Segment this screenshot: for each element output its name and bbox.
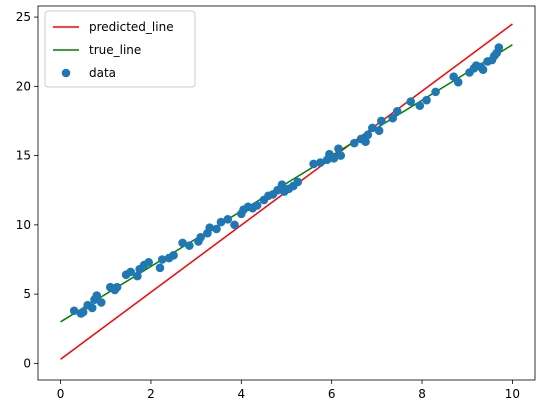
data-point [277,180,287,189]
data-point [178,238,187,248]
x-axis-ticks: 0 2 4 6 8 10 [57,380,520,401]
x-tick-label: 4 [237,387,245,401]
y-tick-label: 15 [16,149,31,163]
x-tick-label: 6 [328,387,336,401]
data-point [329,154,339,163]
data-point [368,123,377,133]
y-tick-label: 25 [16,10,31,24]
data-point [78,307,88,317]
data-point [69,306,79,316]
data-point [377,116,386,126]
data-point [205,223,214,232]
data-point [196,233,205,242]
data-point [334,144,343,153]
data-point [453,77,463,87]
data-point [431,87,440,97]
data-point [494,43,504,52]
legend-label-data: data [89,66,116,80]
x-tick-label: 2 [147,387,155,401]
data-point [155,263,165,273]
data-point [406,97,416,106]
data-point [212,224,221,234]
data-point [169,251,178,260]
data-point [388,113,397,123]
data-point [336,151,346,160]
y-tick-label: 10 [16,218,31,232]
x-tick-label: 0 [57,387,65,401]
legend-box [44,10,196,88]
data-point [133,271,142,281]
data-point [316,158,325,167]
data-point [185,241,194,250]
data-point [87,303,97,313]
legend-label-predicted-line: predicted_line [89,20,174,34]
data-point [422,95,431,105]
data-point [230,220,239,230]
data-point [223,215,233,224]
data-point [363,130,373,140]
data-point [96,298,106,307]
data-point [293,177,303,187]
y-tick-label: 20 [16,79,31,93]
data-point [92,291,102,300]
x-tick-label: 10 [505,387,520,401]
data-point [374,126,384,135]
legend-swatch-data [61,68,71,78]
data-point [157,255,167,264]
data-point [216,217,226,227]
data-point [112,282,122,292]
data-point [309,159,318,169]
data-point [252,201,262,210]
data-point [126,267,135,277]
data-point [415,101,425,111]
y-tick-label: 5 [23,287,31,301]
plot-frame [37,5,536,381]
data-point [361,137,370,147]
y-axis-ticks: 0 5 10 15 20 25 [16,10,38,370]
data-point [392,106,402,116]
y-tick-label: 0 [23,356,31,370]
legend-label-true-line: true_line [89,43,141,57]
data-point [349,138,359,148]
data-point [478,65,488,75]
x-tick-label: 8 [418,387,426,401]
data-point [144,257,153,267]
plot-data-layer [60,23,513,360]
